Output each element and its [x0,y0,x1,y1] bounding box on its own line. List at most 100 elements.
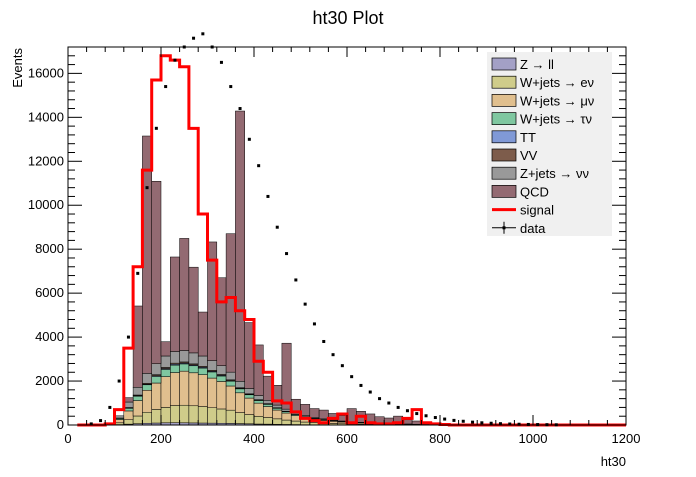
legend-label: W+jets → μν [520,93,594,108]
y-tick-label: 12000 [28,153,64,168]
bar [226,386,235,410]
legend-label: W+jets → eν [520,75,594,90]
x-tick-label: 1000 [519,431,548,446]
x-tick-label: 400 [243,431,265,446]
data-point [406,409,409,412]
x-tick-label: 200 [150,431,172,446]
legend-label: VV [520,148,538,163]
bar [170,373,179,406]
data-point [248,138,251,141]
bar [161,342,170,356]
bar [170,365,179,372]
data-point [118,380,121,383]
bar [161,369,170,376]
x-tick-label: 600 [336,431,358,446]
bar [189,366,198,373]
bar [217,381,226,408]
bar [142,390,151,412]
y-tick-label: 4000 [35,329,64,344]
bar [152,181,161,363]
bar [245,389,254,394]
bar [189,406,198,423]
data-point [136,272,139,275]
bar [273,419,282,424]
data-point [397,406,400,409]
bar [226,410,235,423]
bar [124,420,133,424]
data-point [294,278,297,281]
bar [180,350,189,361]
chart-title: ht30 Plot [312,8,383,28]
legend-swatch [492,185,516,197]
data-point [434,416,437,419]
x-tick-label: 800 [429,431,451,446]
data-point [350,375,353,378]
bar [208,361,217,371]
x-axis-label: ht30 [601,454,626,469]
legend-label: TT [520,130,536,145]
data-point [173,59,176,62]
bar [180,364,189,371]
legend-swatch [492,167,516,179]
bar [170,406,179,423]
bar [152,376,161,383]
data-point [99,419,102,422]
x-tick-label: 0 [64,431,71,446]
data-point [462,420,465,423]
data-point [304,303,307,306]
bar [301,422,310,425]
bar [152,409,161,423]
bar [152,383,161,409]
bar [226,372,235,380]
bar [254,400,263,403]
y-tick-label: 14000 [28,109,64,124]
data-point [527,423,530,426]
data-point [229,85,232,88]
data-point [369,391,372,394]
bar [217,409,226,423]
y-tick-label: 10000 [28,197,64,212]
bar [235,111,244,381]
x-tick-label: 1200 [612,431,641,446]
data-point [415,412,418,415]
y-axis-label: Events [10,48,25,88]
bar [235,389,244,393]
legend-swatch [492,131,516,143]
legend: Z → llW+jets → eνW+jets → μνW+jets → τνT… [487,52,612,236]
bar [263,404,272,406]
data-point [266,195,269,198]
legend-label-data: data [520,221,546,236]
bar [254,403,263,416]
bar [235,381,244,387]
bar [310,409,319,418]
bar [245,415,254,424]
data-point [146,186,149,189]
data-point [257,164,260,167]
data-point [490,422,493,425]
bar [235,393,244,413]
bar [189,267,198,353]
bar [263,407,272,418]
bar [208,378,217,408]
data-point [341,364,344,367]
bar [142,412,151,423]
legend-swatch [492,113,516,125]
bar [161,377,170,408]
legend-label: Z → ll [520,57,554,72]
data-point [359,384,362,387]
bar [198,368,207,375]
bar [133,416,142,424]
legend-swatch [492,149,516,161]
y-tick-label: 8000 [35,241,64,256]
y-tick-label: 2000 [35,373,64,388]
data-point [443,418,446,421]
data-point [452,419,455,422]
data-point [332,353,335,356]
data-point [387,402,390,405]
data-point [108,406,111,409]
bar [245,395,254,398]
bar [282,343,291,409]
legend-label-signal: signal [520,203,554,218]
